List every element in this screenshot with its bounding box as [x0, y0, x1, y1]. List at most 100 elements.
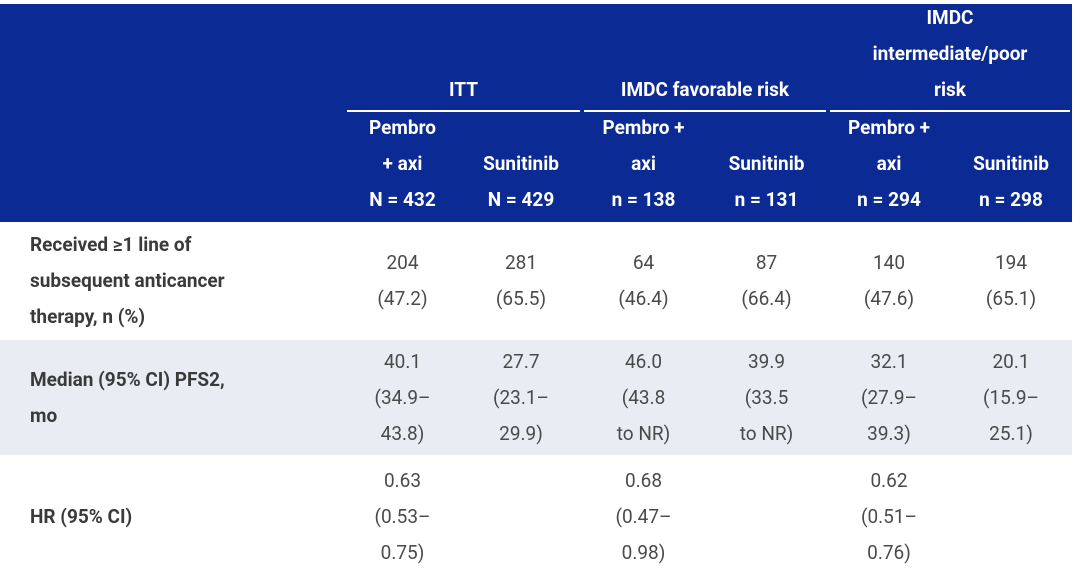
text-line: (15.9–	[982, 385, 1040, 409]
text-line: (65.5)	[495, 287, 547, 310]
data-cell: 40.1 (34.9– 43.8)	[345, 340, 460, 455]
text-line: Pembro +	[847, 116, 930, 139]
text-line: (27.9–	[860, 385, 918, 409]
text-line: Sunitinib	[728, 152, 805, 175]
text-line: n = 138	[611, 188, 676, 211]
text-line: 0.63	[383, 469, 422, 492]
text-line: (0.47–	[615, 505, 672, 528]
data-cell: 87 (66.4)	[705, 222, 828, 340]
column-header: Pembro + axi n = 294	[828, 112, 950, 218]
text-line: (65.1)	[985, 287, 1037, 310]
text-line: (0.53–	[374, 505, 431, 528]
text-line: 204	[386, 251, 419, 274]
text-line: 87	[755, 251, 778, 274]
text-line: 0.62	[870, 469, 908, 492]
column-header: Sunitinib n = 298	[950, 112, 1072, 218]
text-line: 25.1)	[989, 421, 1033, 445]
text-line: 0.98)	[621, 541, 666, 564]
data-cell: 39.9 (33.5 to NR)	[705, 340, 828, 455]
header-background	[0, 4, 1072, 222]
column-header: Pembro + axi N = 432	[345, 112, 460, 218]
data-cell	[460, 455, 582, 579]
group-rule	[584, 110, 826, 112]
data-cell: 0.63 (0.53– 0.75)	[345, 455, 460, 579]
text-line: (46.4)	[618, 287, 669, 310]
text-line: (66.4)	[741, 287, 792, 310]
text-line: n = 298	[979, 188, 1043, 211]
text-line: 46.0	[624, 349, 663, 373]
text-line: N = 432	[369, 188, 436, 211]
data-cell: 0.62 (0.51– 0.76)	[828, 455, 950, 579]
data-cell: 140 (47.6)	[828, 222, 950, 340]
row-label: Median (95% CI) PFS2, mo	[0, 340, 345, 455]
text-line: 39.9	[747, 349, 786, 373]
text-line: (47.6)	[863, 287, 915, 310]
group-header: ITT	[345, 4, 582, 108]
text-line: 29.9)	[499, 421, 543, 445]
data-cell: 46.0 (43.8 to NR)	[582, 340, 705, 455]
data-cell	[950, 455, 1072, 579]
text-line: 43.8)	[380, 421, 425, 445]
text-line: n = 294	[857, 188, 921, 211]
text-line: 64	[632, 251, 655, 274]
text-line: 140	[872, 251, 906, 274]
text-line: (23.1–	[492, 385, 550, 409]
text-line: (43.8	[621, 385, 666, 409]
text-line: subsequent anticancer	[30, 269, 225, 292]
text-line: 27.7	[502, 349, 540, 373]
text-line: axi	[876, 152, 902, 175]
group-header: IMDC favorable risk	[582, 4, 828, 108]
text-line: ITT	[449, 78, 478, 101]
row-shade	[0, 340, 1072, 455]
text-line: Sunitinib	[973, 152, 1049, 175]
text-line: risk	[934, 78, 966, 101]
text-line: (33.5	[744, 385, 789, 409]
group-rule	[347, 110, 580, 112]
text-line: Received ≥1 line of	[30, 233, 192, 256]
row-label: Received ≥1 line of subsequent anticancer…	[0, 222, 345, 340]
column-header: Sunitinib n = 131	[705, 112, 828, 218]
text-line: 32.1	[870, 349, 908, 373]
data-cell: 281 (65.5)	[460, 222, 582, 340]
text-line: intermediate/poor	[872, 42, 1028, 65]
text-line: 281	[504, 251, 538, 274]
data-cell	[705, 455, 828, 579]
text-line: Pembro +	[602, 116, 685, 139]
data-cell: 20.1 (15.9– 25.1)	[950, 340, 1072, 455]
text-line: to NR)	[616, 421, 671, 445]
data-cell: 27.7 (23.1– 29.9)	[460, 340, 582, 455]
text-line: to NR)	[739, 421, 794, 445]
text-line: mo	[30, 403, 58, 427]
text-line: 39.3)	[867, 421, 911, 445]
text-line: therapy, n (%)	[30, 305, 146, 328]
column-header: Sunitinib N = 429	[460, 112, 582, 218]
text-line: axi	[631, 152, 656, 175]
text-line: + axi	[382, 152, 423, 175]
data-cell: 194 (65.1)	[950, 222, 1072, 340]
text-line: (47.2)	[377, 287, 428, 310]
text-line: 40.1	[383, 349, 422, 373]
data-cell: 64 (46.4)	[582, 222, 705, 340]
text-line: 20.1	[992, 349, 1030, 373]
text-line: 0.76)	[867, 541, 911, 564]
text-line: Median (95% CI) PFS2,	[30, 367, 225, 391]
group-rule	[830, 110, 1070, 112]
text-line: N = 429	[487, 188, 555, 211]
text-line: n = 131	[734, 188, 799, 211]
data-cell: 32.1 (27.9– 39.3)	[828, 340, 950, 455]
text-line: HR (95% CI)	[30, 505, 133, 528]
data-cell: 0.68 (0.47– 0.98)	[582, 455, 705, 579]
text-line: IMDC	[926, 6, 974, 29]
text-line: 0.68	[624, 469, 663, 492]
group-header: IMDC intermediate/poor risk	[828, 4, 1072, 108]
row-label: HR (95% CI)	[0, 455, 345, 579]
text-line: 194	[994, 251, 1028, 274]
text-line: IMDC favorable risk	[620, 78, 790, 101]
text-line: (34.9–	[374, 385, 431, 409]
text-line: 0.75)	[380, 541, 425, 564]
text-line: Sunitinib	[483, 152, 559, 175]
data-cell: 204 (47.2)	[345, 222, 460, 340]
text-line: Pembro	[369, 116, 436, 139]
text-line: (0.51–	[860, 505, 918, 528]
